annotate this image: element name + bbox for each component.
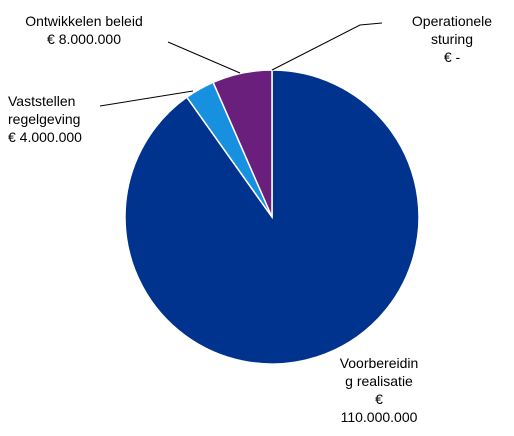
data-label-value: € 8.000.000	[47, 31, 121, 47]
data-label-value: € -	[443, 49, 461, 65]
leader-line	[271, 22, 383, 71]
leader-line	[167, 41, 241, 74]
data-label-category: Vaststellen regelgeving	[8, 93, 81, 127]
data-label-category: Operationele sturing	[411, 13, 493, 47]
data-label-category: Ontwikkelen beleid	[25, 13, 143, 29]
data-label-value: € 110.000.000	[340, 391, 418, 425]
data-label-value: € 4.000.000	[8, 129, 82, 145]
pie-slice	[212, 69, 273, 218]
data-label-category: Voorbereiding realisatie	[339, 355, 419, 389]
leader-line	[99, 90, 194, 107]
